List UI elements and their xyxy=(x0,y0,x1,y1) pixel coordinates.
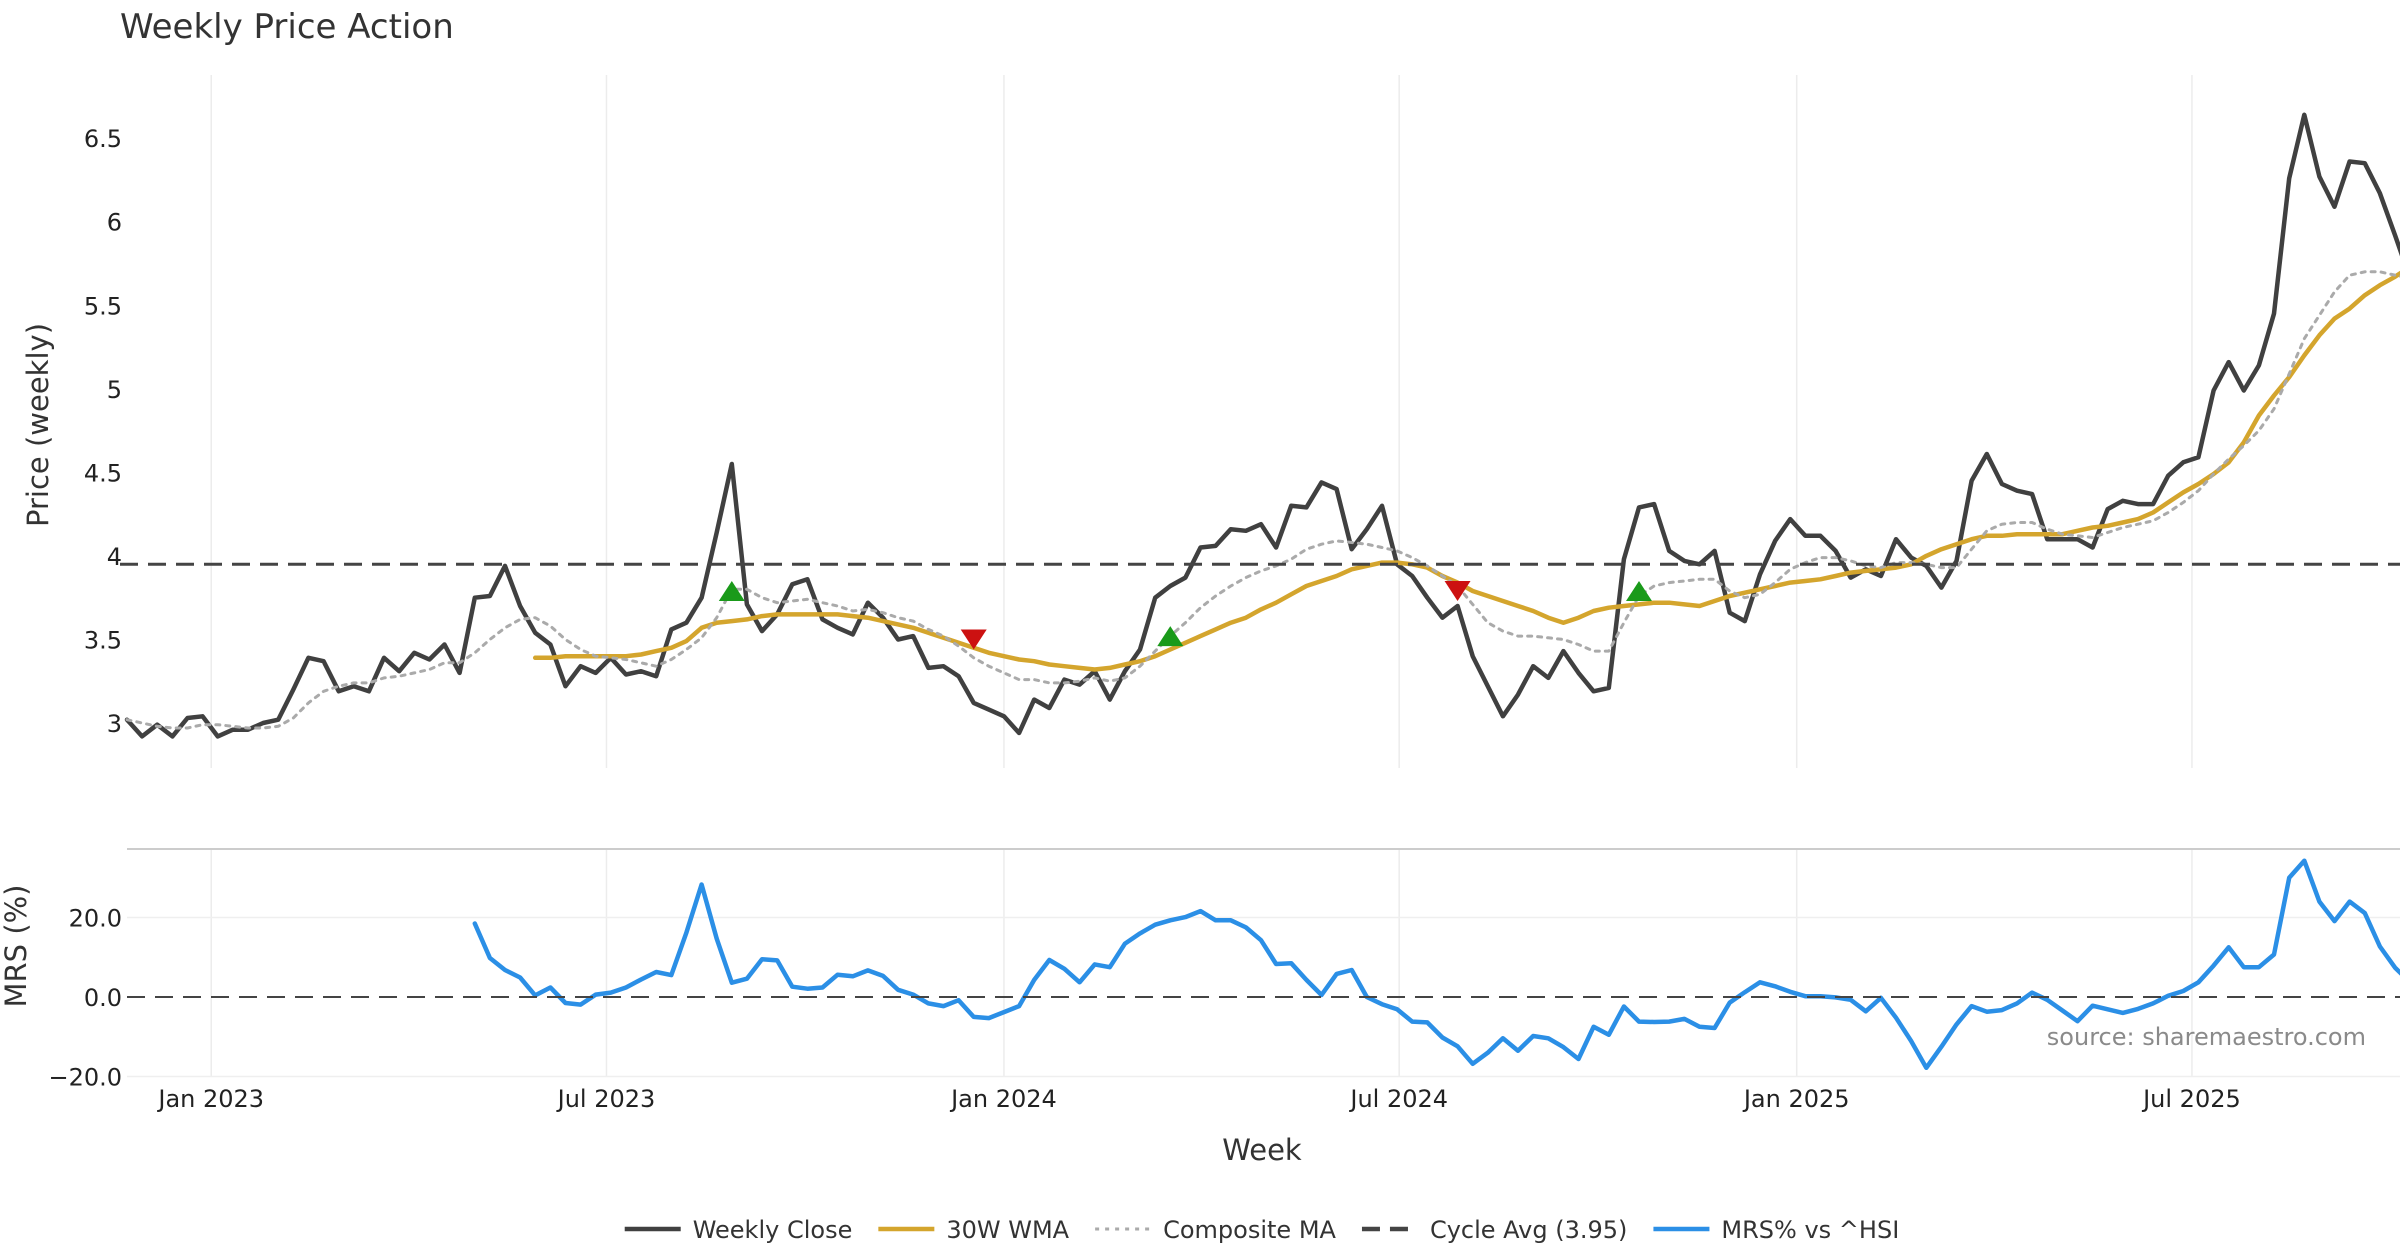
x-tick-labels: Jan 2023 Jul 2023 Jan 2024 Jul 2024 Jan 2025… xyxy=(156,1085,2240,1113)
legend-label: Weekly Close xyxy=(693,1216,853,1244)
legend-label: MRS% vs ^HSI xyxy=(1721,1216,1899,1244)
gridlines xyxy=(210,75,2193,1077)
legend-label: 30W WMA xyxy=(946,1216,1069,1244)
mrs-y-tick-label: −20.0 xyxy=(48,1064,122,1092)
buy-signal-marker xyxy=(1157,626,1184,647)
mrs-y-tick-label: 0.0 xyxy=(84,984,122,1012)
legend-label: Composite MA xyxy=(1163,1216,1336,1244)
y-axis-label-price: Price (weekly) xyxy=(21,323,55,527)
y-tick-label: 4 xyxy=(107,543,122,571)
x-tick-label: Jan 2024 xyxy=(949,1085,1057,1113)
x-tick-label: Jul 2025 xyxy=(2141,1085,2241,1113)
x-axis-label: Week xyxy=(1222,1133,1302,1167)
buy-signal-marker xyxy=(1626,580,1652,601)
y-tick-label: 5 xyxy=(107,376,122,404)
y-tick-label: 5.5 xyxy=(84,292,122,320)
series-composite-ma xyxy=(125,270,2400,730)
y-tick-label: 3 xyxy=(107,710,122,738)
mrs-y-tick-label: 20.0 xyxy=(69,905,122,933)
series-weekly-close xyxy=(124,112,2400,739)
mrs-panel: 20.0 0.0 −20.0 xyxy=(48,848,2400,1092)
price-panel: 3 3.5 4 4.5 5 5.5 6 6.5 xyxy=(84,112,2400,739)
sell-signal-marker xyxy=(960,629,987,650)
x-tick-label: Jul 2023 xyxy=(556,1085,656,1113)
sell-signal-marker xyxy=(1444,580,1471,601)
chart-legend: Weekly Close 30W WMA Composite MA Cycle Avg… xyxy=(624,1216,1899,1244)
source-annotation: source: sharemaestro.com xyxy=(2047,1023,2366,1051)
y-axis-label-mrs: MRS (%) xyxy=(0,885,33,1008)
y-tick-label: 6 xyxy=(107,209,122,237)
x-tick-label: Jan 2023 xyxy=(156,1085,264,1113)
series-mrs-vs-hsi xyxy=(472,858,2400,1071)
y-tick-label: 4.5 xyxy=(84,459,122,487)
buy-signal-marker xyxy=(718,580,745,601)
legend-label: Cycle Avg (3.95) xyxy=(1430,1216,1627,1244)
y-tick-label: 3.5 xyxy=(84,626,122,654)
series-30w-wma xyxy=(532,270,2400,672)
y-tick-label: 6.5 xyxy=(84,125,122,153)
x-tick-label: Jul 2024 xyxy=(1348,1085,1448,1113)
chart-title: Weekly Price Action xyxy=(120,7,454,47)
x-tick-label: Jan 2025 xyxy=(1742,1085,1850,1113)
